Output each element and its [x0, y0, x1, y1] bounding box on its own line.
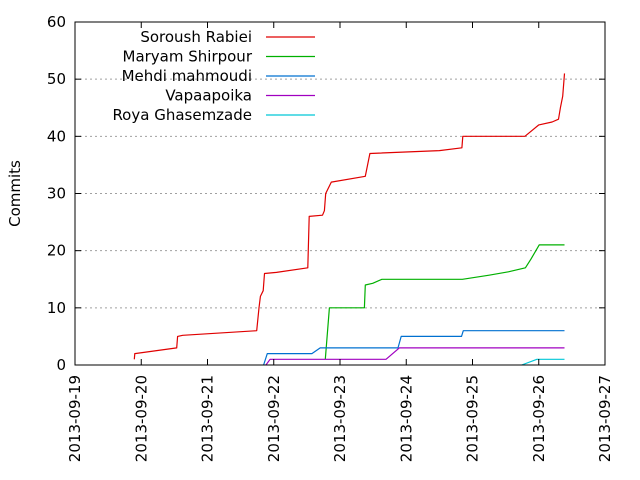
y-axis-tick-labels: 0 10 20 30 40 50 60 — [47, 13, 66, 374]
series-lines — [133, 73, 566, 366]
y-tick-label: 20 — [47, 242, 66, 260]
legend-label: Mehdi mahmoudi — [122, 67, 252, 85]
x-tick-label: 2013-09-19 — [66, 375, 84, 462]
y-tick-label: 50 — [47, 70, 66, 88]
y-tick-label: 0 — [56, 356, 66, 374]
y-tick-label: 10 — [47, 299, 66, 317]
x-tick-label: 2013-09-25 — [464, 375, 482, 462]
legend-label: Vapaapoika — [165, 87, 252, 105]
x-tick-label: 2013-09-21 — [199, 375, 217, 462]
y-tick-label: 60 — [47, 13, 66, 31]
legend-label: Soroush Rabiei — [140, 28, 252, 46]
y-tick-label: 30 — [47, 185, 66, 203]
x-tick-label: 2013-09-27 — [596, 375, 614, 462]
x-tick-label: 2013-09-26 — [530, 375, 548, 462]
series-line-roya-ghasemzade — [521, 358, 565, 366]
series-line-soroush-rabiei — [133, 73, 566, 360]
y-tick-label: 40 — [47, 127, 66, 145]
x-tick-label: 2013-09-22 — [265, 375, 283, 462]
axis-ticks — [74, 21, 606, 366]
x-tick-label: 2013-09-20 — [132, 375, 150, 462]
series-line-mehdi-mahmoudi — [263, 330, 565, 366]
series-line-maryam-shirpour — [324, 244, 565, 360]
legend-label: Maryam Shirpour — [123, 48, 253, 66]
x-axis-tick-labels: 2013-09-19 2013-09-20 2013-09-21 2013-09-22… — [66, 375, 614, 462]
x-tick-label: 2013-09-24 — [397, 375, 415, 462]
series-line-vapaapoika — [265, 347, 565, 366]
legend-label: Roya Ghasemzade — [112, 106, 252, 124]
x-tick-label: 2013-09-23 — [331, 375, 349, 462]
y-axis-title: Commits — [6, 160, 24, 227]
